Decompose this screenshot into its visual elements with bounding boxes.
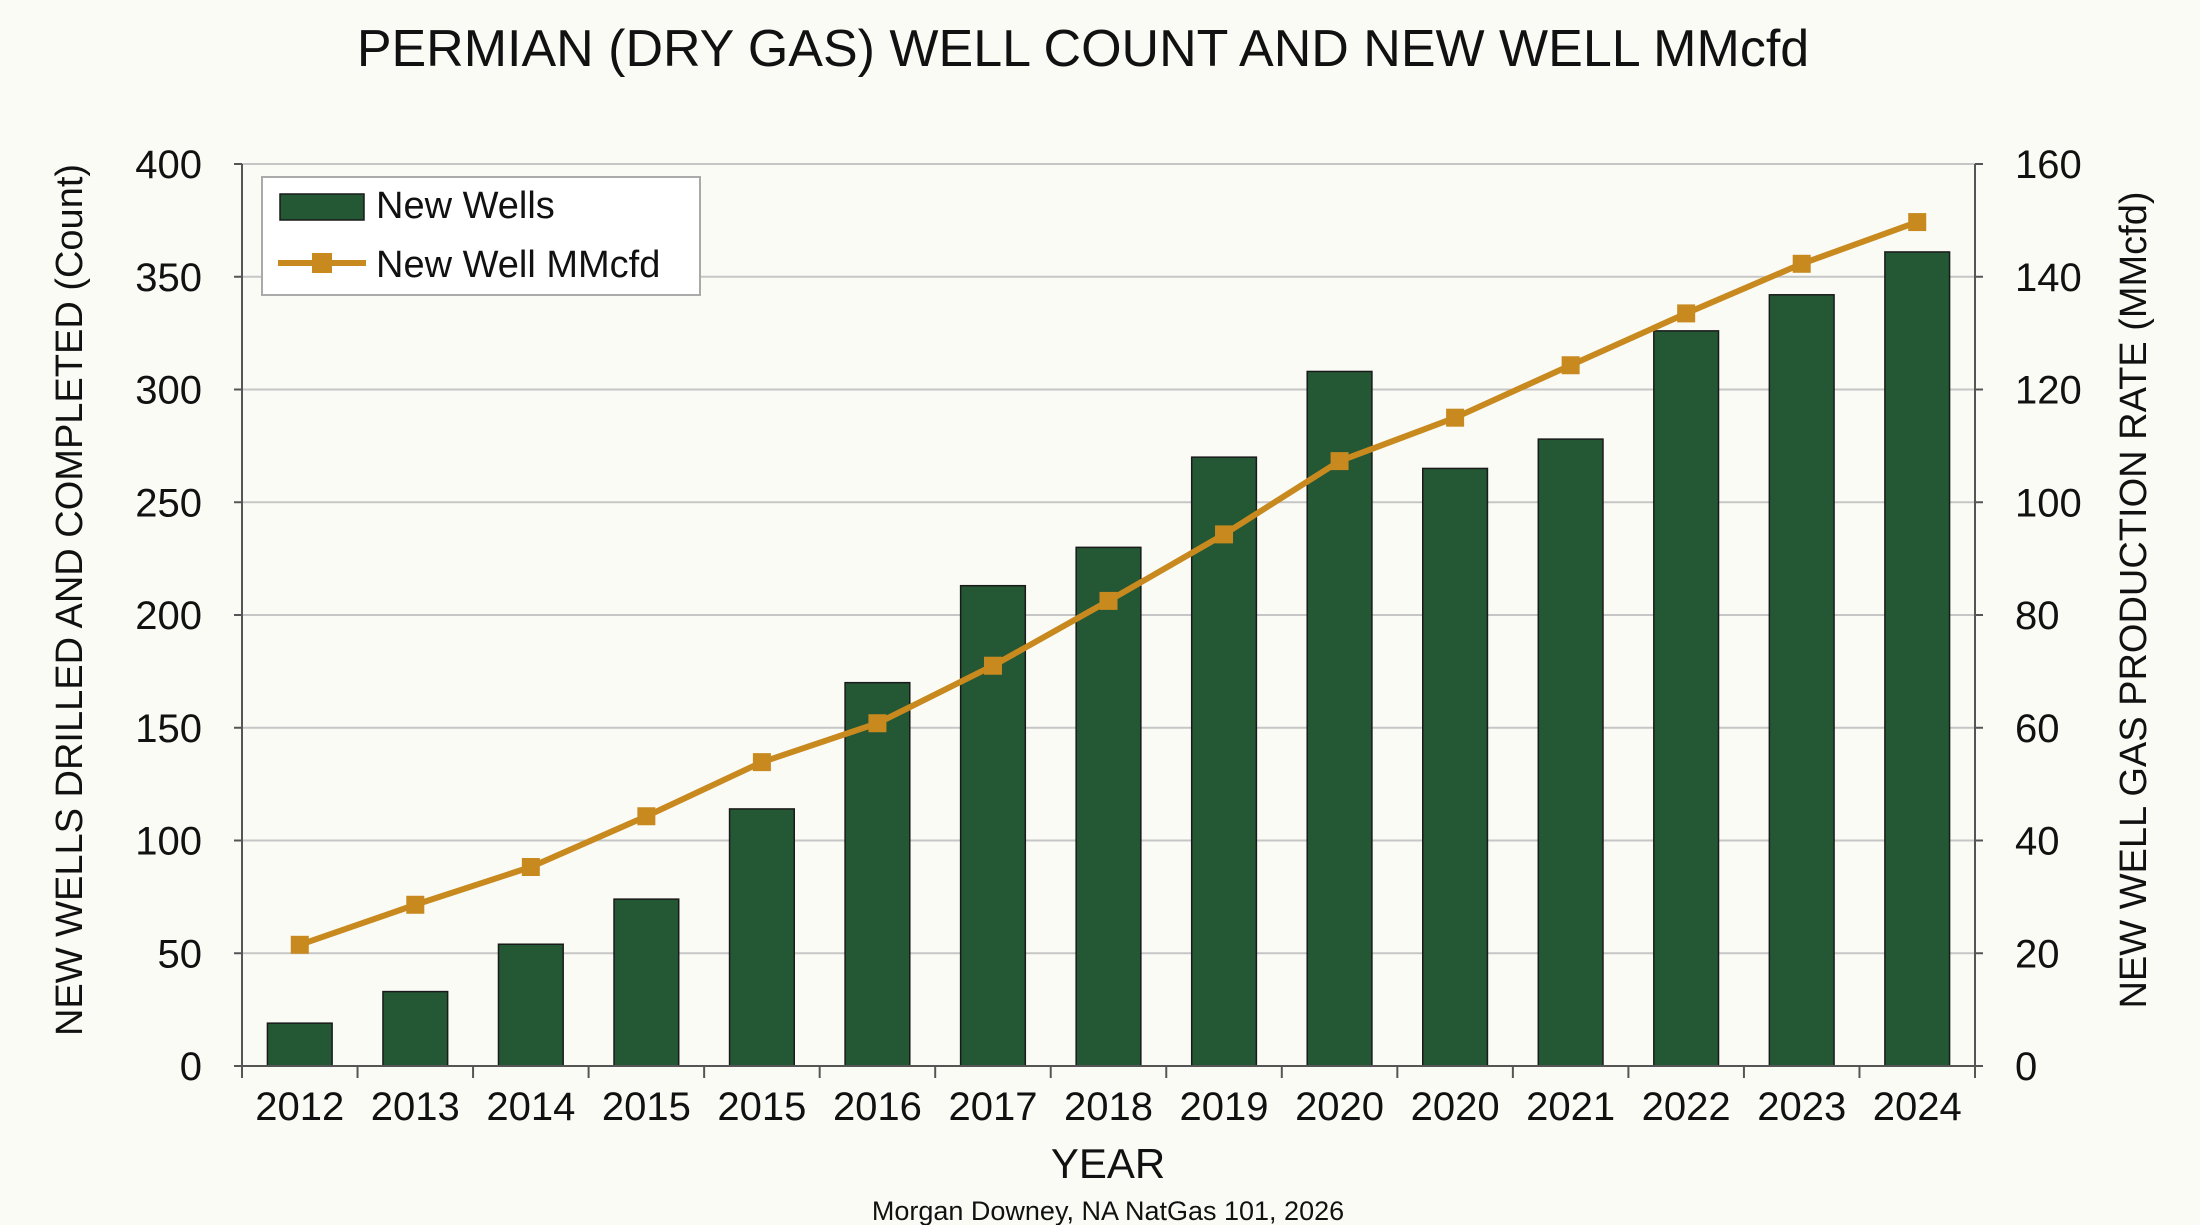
- line-marker: [868, 714, 887, 733]
- y-tick-label: 300: [135, 369, 202, 413]
- x-tick-label: 2024: [1873, 1085, 1962, 1129]
- bar: [844, 681, 911, 1067]
- bar: [1884, 251, 1951, 1067]
- y2-tick-label: 40: [2015, 820, 2060, 864]
- x-tick-label: 2015: [602, 1085, 691, 1129]
- right-axis-ticks: 0 20 40 60 80 100 120 140 160: [1975, 143, 2082, 1089]
- x-tick-label: 2013: [371, 1085, 460, 1129]
- line-marker: [406, 895, 425, 914]
- legend-swatch-mmcfd-marker: [312, 253, 332, 273]
- x-tick-label: 2023: [1757, 1085, 1846, 1129]
- bar: [728, 808, 795, 1067]
- y-tick-label: 200: [135, 594, 202, 638]
- bar: [1422, 467, 1489, 1067]
- line-marker: [983, 656, 1002, 675]
- line-marker: [1099, 591, 1118, 610]
- y2-tick-label: 140: [2015, 256, 2082, 300]
- y2-tick-label: 120: [2015, 369, 2082, 413]
- bar-series: [266, 251, 1951, 1067]
- line-marker: [752, 753, 771, 772]
- line-marker: [1792, 254, 1811, 273]
- y2-tick-label: 100: [2015, 481, 2082, 525]
- line-marker: [1908, 213, 1927, 232]
- bar: [497, 943, 564, 1067]
- y-tick-label: 350: [135, 256, 202, 300]
- bar: [382, 990, 449, 1067]
- line-marker: [1677, 304, 1696, 323]
- x-tick-label: 2014: [486, 1085, 575, 1129]
- y2-tick-label: 20: [2015, 932, 2060, 976]
- x-tick-label: 2017: [948, 1085, 1037, 1129]
- y2-axis-label: NEW WELL GAS PRODUCTION RATE (MMcfd): [2113, 191, 2155, 1008]
- bar: [1190, 456, 1258, 1067]
- x-tick-label: 2020: [1295, 1085, 1384, 1129]
- legend: New Wells New Well MMcfd: [261, 176, 701, 296]
- x-tick-label: 2012: [255, 1085, 344, 1129]
- legend-label-mmcfd: New Well MMcfd: [376, 244, 660, 286]
- x-tick-label: 2021: [1526, 1085, 1615, 1129]
- y-tick-label: 250: [135, 481, 202, 525]
- legend-label-new-wells: New Wells: [376, 185, 555, 227]
- y-axis-label: NEW WELLS DRILLED AND COMPLETED (Count): [49, 164, 91, 1036]
- line-marker: [521, 857, 540, 876]
- x-axis-ticks: 2012 2013 2014 2015 2015 2016 2017 2018 2019 2020…: [241, 1066, 1976, 1129]
- left-axis-ticks: 0 50 100 150 200 250 300 350 400: [135, 143, 242, 1089]
- y-tick-label: 400: [135, 143, 202, 187]
- x-tick-label: 2018: [1064, 1085, 1153, 1129]
- y2-tick-label: 80: [2015, 594, 2060, 638]
- bar: [1768, 294, 1835, 1067]
- bar: [266, 1022, 333, 1067]
- x-tick-label: 2022: [1642, 1085, 1731, 1129]
- bar: [613, 898, 680, 1067]
- line-marker: [1561, 356, 1580, 375]
- y-tick-label: 150: [135, 707, 202, 751]
- line-series: [290, 213, 1927, 954]
- source-note: Morgan Downey, NA NatGas 101, 2026: [872, 1196, 1344, 1225]
- x-axis-label: YEAR: [1051, 1140, 1165, 1187]
- bar: [1075, 546, 1142, 1067]
- chart-title: PERMIAN (DRY GAS) WELL COUNT AND NEW WEL…: [357, 20, 1809, 78]
- bar: [1537, 438, 1604, 1067]
- y-tick-label: 100: [135, 820, 202, 864]
- line-marker: [637, 807, 656, 826]
- legend-swatch-new-wells: [279, 193, 365, 221]
- bar: [1306, 370, 1373, 1067]
- x-tick-label: 2019: [1180, 1085, 1269, 1129]
- x-tick-label: 2020: [1411, 1085, 1500, 1129]
- line-marker: [1446, 408, 1465, 427]
- line-marker: [290, 935, 309, 954]
- x-tick-label: 2015: [717, 1085, 806, 1129]
- x-tick-label: 2016: [833, 1085, 922, 1129]
- y2-tick-label: 60: [2015, 707, 2060, 751]
- line-marker: [1330, 452, 1349, 471]
- y2-tick-label: 0: [2015, 1045, 2037, 1089]
- y2-tick-label: 160: [2015, 143, 2082, 187]
- y-tick-label: 0: [180, 1045, 202, 1089]
- line-marker: [1215, 525, 1234, 544]
- bar: [1653, 330, 1720, 1067]
- y-tick-label: 50: [158, 932, 203, 976]
